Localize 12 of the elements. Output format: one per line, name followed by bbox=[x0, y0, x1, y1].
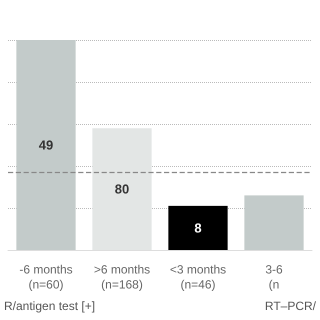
bar bbox=[16, 40, 76, 250]
annotation: 49 bbox=[38, 138, 54, 152]
text: RT–PCR/ bbox=[264, 299, 317, 313]
x-tick-label: <3 months (n=46) bbox=[170, 262, 226, 292]
annotation: 80 bbox=[114, 182, 130, 197]
x-tick-label: >6 months (n=168) bbox=[94, 262, 150, 292]
text: R/antigen test [+] bbox=[4, 299, 96, 313]
x-tick-label: 3-6 (n bbox=[265, 262, 283, 292]
bar bbox=[244, 195, 304, 250]
bar bbox=[168, 206, 228, 250]
x-tick-label: -6 months (n=60) bbox=[19, 262, 73, 292]
annotation: 8 bbox=[194, 220, 202, 236]
